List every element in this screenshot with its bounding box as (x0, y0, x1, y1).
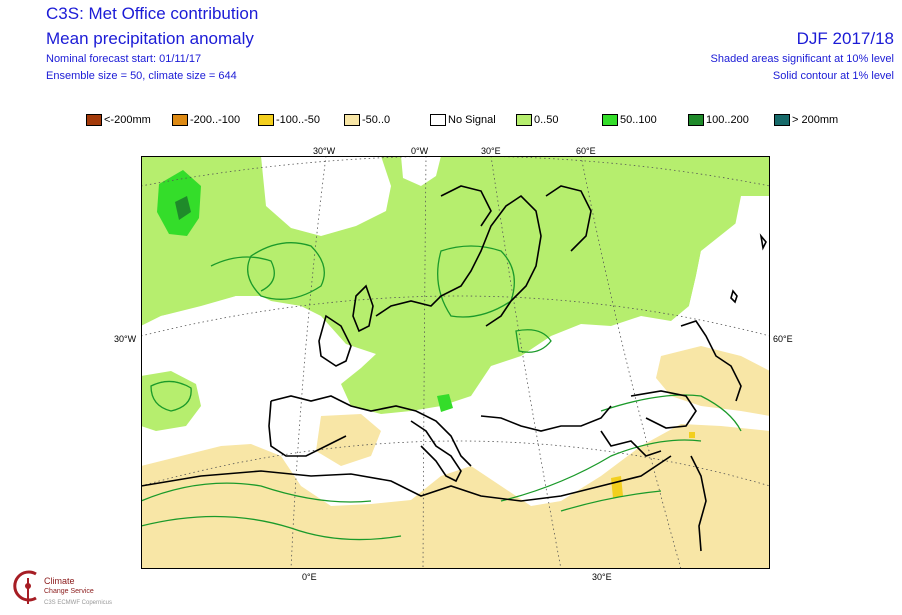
forecast-start-text: Nominal forecast start: 01/11/17 (46, 53, 202, 65)
legend-swatch (258, 114, 274, 126)
legend-swatch (86, 114, 102, 126)
moderate-positive-region (437, 394, 453, 412)
legend-item: -200..-100 (172, 113, 240, 127)
legend-label: -100..-50 (276, 114, 321, 126)
lon-label-top: 30°E (481, 146, 501, 156)
lon-label-top: 60°E (576, 146, 596, 156)
legend-item: > 200mm (774, 113, 838, 127)
legend-item: 0..50 (516, 113, 558, 127)
lon-label-top: 30°W (313, 146, 336, 156)
negative-anomaly-region (141, 424, 770, 569)
legend-swatch (344, 114, 360, 126)
strong-positive-region (175, 196, 191, 220)
c3s-logo: Climate Change Service C3S ECMWF Coperni… (6, 566, 126, 610)
legend-item: -50..0 (344, 113, 390, 127)
lon-label-bottom: 30°E (592, 572, 612, 582)
logo-line-1: Climate (44, 576, 75, 586)
legend-item: -100..-50 (258, 113, 320, 127)
legend-item: No Signal (430, 113, 496, 127)
legend-swatch (430, 114, 446, 126)
legend-label: <-200mm (104, 114, 151, 126)
no-signal-gap (261, 156, 391, 236)
lat-label-left: 30°W (114, 334, 137, 344)
negative-anomaly-region (316, 414, 381, 466)
precipitation-anomaly-map (141, 156, 770, 569)
legend-item: <-200mm (86, 113, 151, 127)
significance-note-1pct: Solid contour at 1% level (772, 70, 894, 82)
lat-label-right: 60°E (773, 334, 793, 344)
legend-label: > 200mm (792, 114, 839, 126)
no-signal-gap (141, 296, 301, 371)
no-signal-gap (401, 156, 441, 186)
legend-label: -50..0 (362, 114, 391, 126)
no-signal-gap (689, 196, 770, 331)
logo-line-2: Change Service (44, 588, 94, 595)
legend-label: 100..200 (706, 114, 749, 126)
weak-negative-spot (689, 432, 695, 438)
significance-contours (141, 242, 742, 541)
negative-anomaly-region (656, 346, 770, 416)
graticule (141, 156, 770, 569)
c3s-emblem-icon (13, 570, 37, 604)
lon-label-top: 0°W (411, 146, 429, 156)
lon-label-bottom: 0°E (302, 572, 317, 582)
legend-swatch (516, 114, 532, 126)
legend-label: 0..50 (534, 114, 559, 126)
chart-subtitle: Mean precipitation anomaly (46, 29, 254, 48)
logo-line-3: C3S ECMWF Copernicus (44, 600, 113, 606)
legend-swatch (774, 114, 790, 126)
legend-label: -200..-100 (190, 114, 241, 126)
legend-swatch (688, 114, 704, 126)
weak-negative-spot (611, 476, 623, 498)
chart-title: C3S: Met Office contribution (46, 4, 259, 23)
map-frame (141, 156, 770, 569)
legend-swatch (172, 114, 188, 126)
ensemble-size-text: Ensemble size = 50, climate size = 644 (46, 70, 237, 82)
legend-item: 50..100 (602, 113, 657, 127)
coastlines (141, 185, 767, 552)
legend-swatch (602, 114, 618, 126)
legend-item: 100..200 (688, 113, 749, 127)
legend-label: No Signal (448, 114, 496, 126)
season-label: DJF 2017/18 (796, 29, 894, 48)
legend-label: 50..100 (620, 114, 657, 126)
significance-note-10pct: Shaded areas significant at 10% level (710, 53, 894, 65)
